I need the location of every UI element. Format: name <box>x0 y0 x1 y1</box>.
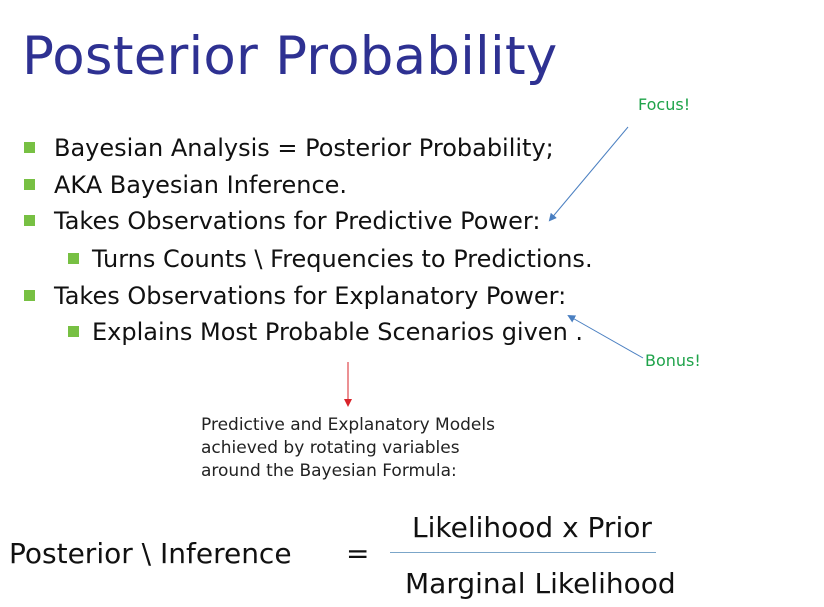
focus-annotation: Focus! <box>638 95 691 114</box>
bullet-text: Explains Most Probable Scenarios given . <box>92 318 584 346</box>
bullet-marker-icon <box>68 326 79 337</box>
bullet-text: Takes Observations for Predictive Power: <box>54 207 541 235</box>
sub-bullet-item: Explains Most Probable Scenarios given . <box>68 318 584 346</box>
bullet-marker-icon <box>24 215 35 226</box>
fraction-bar <box>390 552 656 553</box>
bullet-item: Bayesian Analysis = Posterior Probabilit… <box>24 134 554 162</box>
formula-numerator: Likelihood x Prior <box>412 511 652 544</box>
bullet-text: Bayesian Analysis = Posterior Probabilit… <box>54 134 554 162</box>
formula-lhs: Posterior \ Inference <box>9 537 292 570</box>
slide-title: Posterior Probability <box>22 26 558 87</box>
bullet-text: Turns Counts \ Frequencies to Prediction… <box>92 245 593 273</box>
focus-arrow-icon <box>548 126 629 222</box>
bullet-item: Takes Observations for Predictive Power: <box>24 207 541 235</box>
bullet-item: AKA Bayesian Inference. <box>24 171 348 199</box>
bullet-text: Takes Observations for Explanatory Power… <box>54 282 567 310</box>
bullet-marker-icon <box>24 142 35 153</box>
sub-bullet-item: Turns Counts \ Frequencies to Prediction… <box>68 245 593 273</box>
formula-denominator: Marginal Likelihood <box>405 567 676 600</box>
bullet-marker-icon <box>24 179 35 190</box>
formula-equals: = <box>346 537 370 570</box>
bonus-annotation: Bonus! <box>645 351 701 370</box>
bullet-text: AKA Bayesian Inference. <box>54 171 348 199</box>
bullet-marker-icon <box>24 290 35 301</box>
caption-text: Predictive and Explanatory Models achiev… <box>201 415 495 481</box>
bullet-marker-icon <box>68 253 79 264</box>
bullet-item: Takes Observations for Explanatory Power… <box>24 282 567 310</box>
